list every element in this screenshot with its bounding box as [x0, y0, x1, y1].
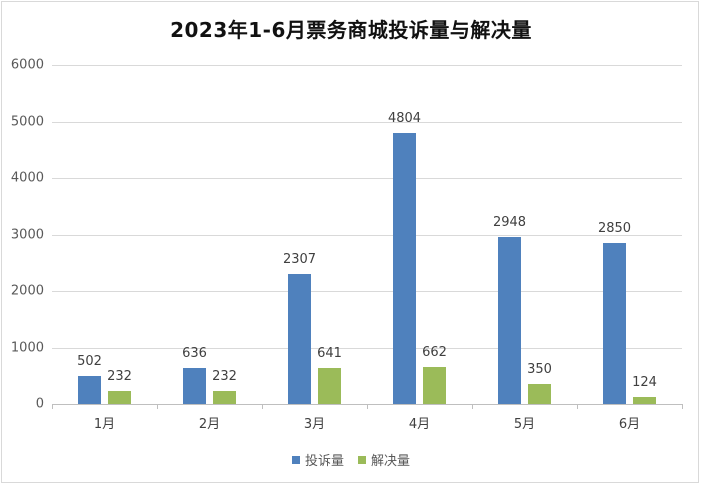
y-tick-label: 1000: [10, 340, 44, 355]
legend-swatch-icon: [358, 455, 366, 464]
data-label: 4804: [387, 110, 422, 126]
data-label: 124: [632, 374, 657, 390]
gridline: [52, 178, 682, 179]
chart-title: 2023年1-6月票务商城投诉量与解决量: [170, 18, 532, 42]
gridline: [52, 65, 682, 66]
gridline: [52, 291, 682, 292]
x-tick-mark: [262, 404, 263, 409]
x-tick-mark: [157, 404, 158, 409]
y-tick-label: 4000: [10, 170, 44, 186]
bar-resolved: [213, 390, 236, 404]
legend-item: 投诉量: [291, 450, 344, 469]
bar-complaints: [603, 242, 626, 404]
x-tick-label: 6月: [618, 417, 641, 432]
y-tick-label: 5000: [10, 114, 44, 129]
y-tick-label: 6000: [10, 57, 44, 73]
data-label: 502: [77, 353, 102, 369]
x-tick-label: 3月: [303, 417, 326, 432]
data-label: 2948: [492, 215, 527, 231]
data-label: 2850: [597, 220, 632, 236]
gridline: [52, 234, 682, 236]
bar-complaints: [183, 368, 206, 404]
bar-complaints: [498, 237, 521, 404]
x-tick-mark: [52, 404, 53, 409]
y-tick-label: 3000: [10, 227, 44, 242]
data-label: 350: [527, 362, 552, 378]
bar-resolved: [423, 366, 446, 404]
x-tick-label: 4月: [408, 417, 431, 432]
bar-complaints: [393, 132, 416, 404]
data-label: 232: [212, 368, 237, 384]
data-label: 636: [182, 346, 207, 362]
plot-area: 0 1000 2000 3000 4000 5000 6000 502 232 1月 636 232 2…: [11, 58, 683, 432]
legend-item: 解决量: [358, 450, 410, 469]
data-label: 2307: [282, 251, 317, 267]
bar-resolved: [633, 397, 656, 404]
legend-label: 投诉量: [304, 454, 344, 469]
bar-complaints: [288, 273, 311, 404]
legend-swatch-icon: [291, 455, 300, 464]
x-tick-mark: [472, 404, 473, 409]
data-label: 232: [107, 368, 132, 384]
y-tick-label: 0: [35, 396, 44, 412]
x-tick-mark: [682, 404, 683, 409]
x-tick-label: 5月: [513, 417, 536, 432]
chart-legend: 投诉量 解决量: [0, 450, 702, 469]
bar-resolved: [108, 390, 131, 404]
x-tick-label: 2月: [198, 417, 221, 432]
x-tick-mark: [577, 404, 578, 409]
y-tick-label: 2000: [10, 283, 44, 299]
gridline: [52, 347, 682, 349]
data-label: 641: [317, 345, 342, 361]
x-tick-mark: [367, 404, 368, 409]
legend-label: 解决量: [371, 454, 411, 469]
x-tick-label: 1月: [93, 417, 116, 432]
bar-complaints: [78, 375, 101, 404]
bar-resolved: [528, 384, 551, 404]
data-label: 662: [422, 344, 447, 360]
gridline: [52, 121, 682, 123]
bar-resolved: [318, 367, 341, 404]
